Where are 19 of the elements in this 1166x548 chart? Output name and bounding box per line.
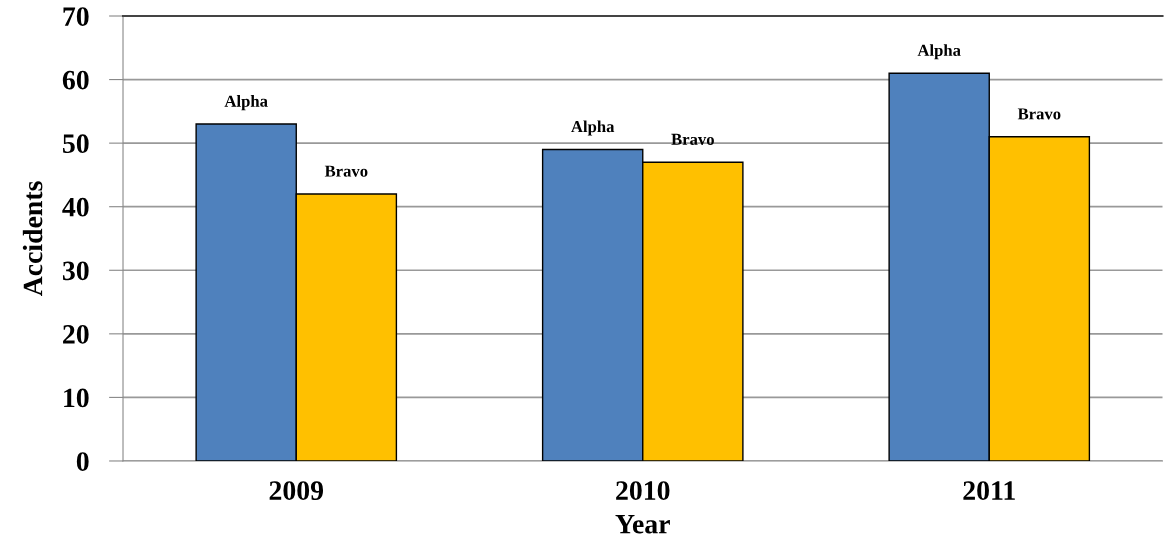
x-tick-label: 2011 xyxy=(963,481,1015,500)
y-tick-label: 20 xyxy=(63,325,89,344)
y-tick-label: 10 xyxy=(64,388,89,408)
y-tick-label: 30 xyxy=(62,261,89,281)
text: Bravo xyxy=(324,165,368,177)
series-label: Bravo xyxy=(1017,108,1061,120)
y-tick-label: 70 xyxy=(63,7,89,26)
x-tick-label: 2010 xyxy=(616,481,670,500)
y-tick-label: 60 xyxy=(62,70,89,90)
series-label: Alpha xyxy=(571,120,615,136)
x-tick-label: 2009 xyxy=(269,481,324,500)
y-axis-title: Accidents xyxy=(22,181,43,297)
text: Bravo xyxy=(671,133,714,145)
text: Alpha xyxy=(917,44,961,60)
y-tick-label: 50 xyxy=(63,134,89,154)
text: Alpha xyxy=(224,95,268,111)
y-tick-label: 0 xyxy=(76,452,89,471)
x-axis-title: Year xyxy=(615,515,670,534)
y-tick-label: 40 xyxy=(62,197,89,217)
